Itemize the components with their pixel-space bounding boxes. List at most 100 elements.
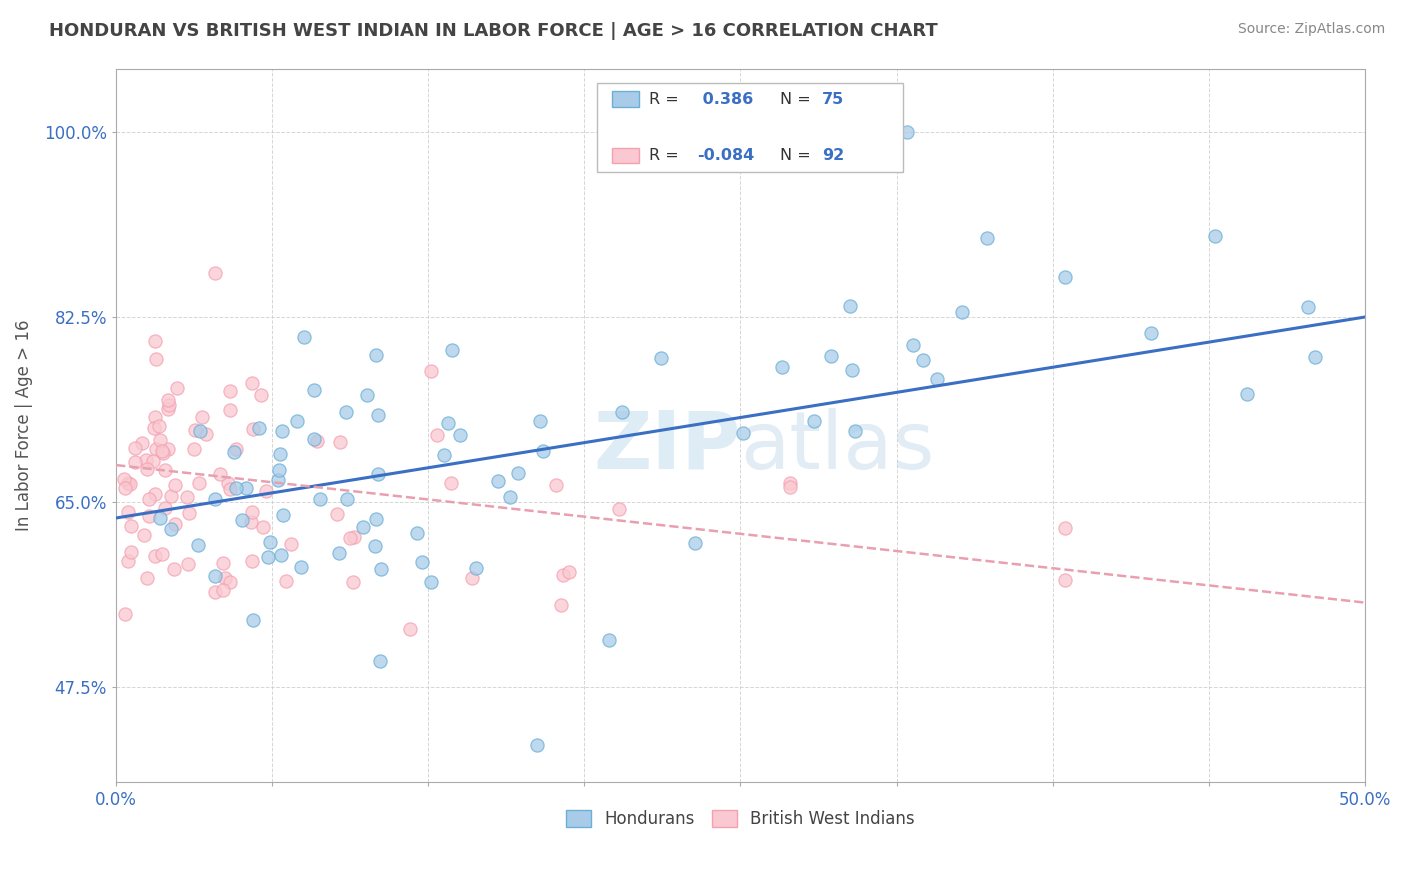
- Point: [1054, 574, 1077, 588]
- Point: [225, 442, 247, 457]
- Point: [366, 512, 388, 526]
- Point: [177, 557, 200, 571]
- Point: [225, 481, 247, 495]
- Point: [148, 419, 170, 434]
- Point: [352, 519, 374, 533]
- Point: [136, 572, 159, 586]
- Point: [176, 490, 198, 504]
- Point: [927, 372, 949, 386]
- Point: [302, 383, 325, 397]
- Point: [328, 545, 350, 559]
- Point: [1054, 269, 1077, 284]
- Point: [506, 466, 529, 480]
- Point: [779, 475, 801, 490]
- Text: R =: R =: [650, 148, 679, 163]
- Point: [770, 360, 793, 375]
- Point: [486, 475, 509, 489]
- Point: [250, 388, 273, 402]
- Point: [157, 398, 180, 412]
- Point: [145, 351, 167, 366]
- Point: [339, 531, 361, 545]
- Point: [844, 424, 866, 438]
- Point: [526, 739, 548, 753]
- Point: [464, 561, 486, 575]
- Point: [273, 508, 295, 522]
- Point: [1140, 326, 1163, 340]
- Point: [270, 548, 292, 562]
- Point: [188, 475, 211, 490]
- Point: [607, 502, 630, 516]
- Point: [134, 528, 156, 542]
- Point: [150, 547, 173, 561]
- Point: [117, 476, 139, 491]
- Point: [367, 409, 389, 423]
- Text: Source: ZipAtlas.com: Source: ZipAtlas.com: [1237, 22, 1385, 37]
- Point: [117, 505, 139, 519]
- Point: [120, 519, 142, 533]
- Point: [162, 562, 184, 576]
- Point: [242, 613, 264, 627]
- Point: [240, 505, 263, 519]
- Point: [217, 475, 239, 490]
- Point: [411, 555, 433, 569]
- Point: [683, 535, 706, 549]
- Point: [1303, 350, 1326, 364]
- Point: [533, 443, 555, 458]
- Point: [433, 448, 456, 462]
- Point: [149, 511, 172, 525]
- Point: [124, 441, 146, 455]
- Point: [529, 414, 551, 428]
- Y-axis label: In Labor Force | Age > 16: In Labor Force | Age > 16: [15, 319, 32, 531]
- Point: [650, 351, 672, 365]
- Point: [498, 491, 520, 505]
- Point: [242, 422, 264, 436]
- Point: [152, 446, 174, 460]
- Point: [269, 462, 291, 476]
- Text: -0.084: -0.084: [697, 148, 754, 163]
- Text: 92: 92: [821, 148, 844, 163]
- Point: [247, 421, 270, 435]
- Point: [240, 554, 263, 568]
- Point: [235, 481, 257, 495]
- Point: [135, 452, 157, 467]
- Point: [150, 443, 173, 458]
- Point: [610, 405, 633, 419]
- Point: [214, 571, 236, 585]
- Point: [131, 435, 153, 450]
- Point: [211, 583, 233, 598]
- Point: [191, 410, 214, 425]
- Point: [219, 574, 242, 589]
- Point: [342, 574, 364, 589]
- Point: [219, 482, 242, 496]
- Point: [841, 363, 863, 377]
- Point: [259, 534, 281, 549]
- Bar: [612, 91, 640, 107]
- Point: [204, 568, 226, 582]
- Point: [292, 329, 315, 343]
- Point: [901, 338, 924, 352]
- Point: [222, 445, 245, 459]
- Text: HONDURAN VS BRITISH WEST INDIAN IN LABOR FORCE | AGE > 16 CORRELATION CHART: HONDURAN VS BRITISH WEST INDIAN IN LABOR…: [49, 22, 938, 40]
- Point: [1296, 301, 1319, 315]
- Point: [135, 462, 157, 476]
- Point: [254, 484, 277, 499]
- Point: [302, 432, 325, 446]
- Point: [157, 442, 180, 456]
- Point: [550, 599, 572, 613]
- Point: [336, 492, 359, 507]
- Point: [368, 654, 391, 668]
- Point: [420, 575, 443, 590]
- Point: [912, 353, 935, 368]
- Point: [356, 388, 378, 402]
- Text: atlas: atlas: [741, 408, 935, 486]
- Point: [117, 554, 139, 568]
- Point: [363, 539, 385, 553]
- Point: [143, 549, 166, 563]
- Point: [329, 434, 352, 449]
- Point: [153, 501, 176, 516]
- Point: [143, 486, 166, 500]
- Point: [274, 574, 297, 589]
- Point: [779, 480, 801, 494]
- Point: [406, 525, 429, 540]
- Point: [157, 392, 180, 407]
